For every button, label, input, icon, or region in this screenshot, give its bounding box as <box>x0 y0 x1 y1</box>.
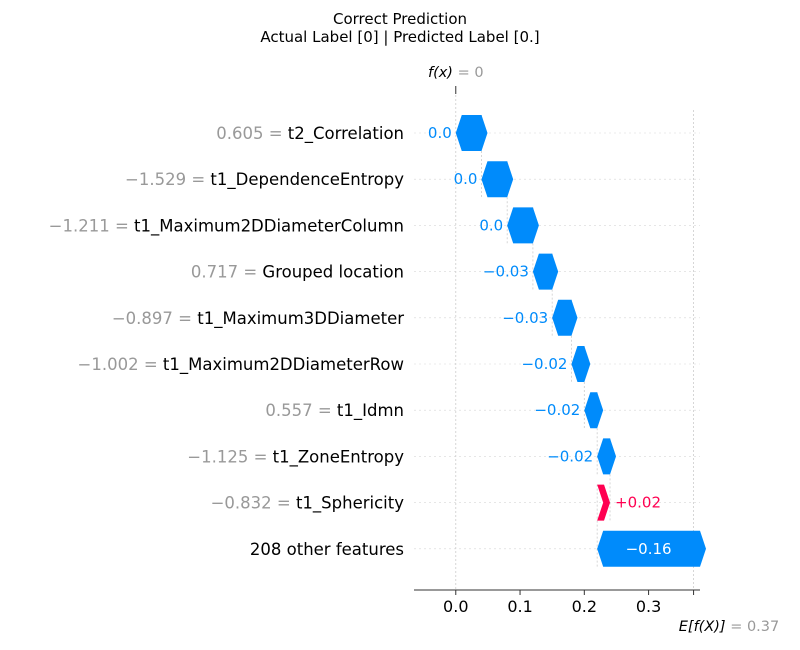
feature-label: 0.557 = t1_Idmn <box>265 401 404 421</box>
bar-t1-maximum2ddiametercolumn <box>507 207 539 244</box>
fx-value: = 0 <box>458 65 484 81</box>
bar-t1-maximum2ddiameterrow <box>571 346 591 382</box>
feature-value: 0.605 = <box>216 124 288 143</box>
feature-label: −0.897 = t1_Maximum3DDiameter <box>112 309 404 329</box>
base-value: = 0.37 <box>730 619 779 635</box>
bar-value-label: −0.02 <box>547 447 593 465</box>
feature-name: t1_Idmn <box>337 401 404 421</box>
feature-name: Grouped location <box>262 263 404 282</box>
bar-t1-sphericity <box>597 484 611 521</box>
bar-value-label: −0.03 <box>502 309 548 327</box>
bar-value-label: −0.03 <box>483 263 529 281</box>
bar-value-label: 0.0 <box>454 170 478 188</box>
feature-value: −1.211 = <box>49 216 134 235</box>
feature-label: −1.211 = t1_Maximum2DDiameterColumn <box>49 216 404 236</box>
bar-value-label: −0.02 <box>521 355 567 373</box>
feature-name: t1_DependenceEntropy <box>210 170 404 190</box>
feature-label: 0.717 = Grouped location <box>191 263 404 282</box>
bar-value-label: −0.16 <box>626 540 672 558</box>
bar-t1-idmn <box>584 392 604 429</box>
feature-label: −1.529 = t1_DependenceEntropy <box>125 170 404 190</box>
feature-value: −1.529 = <box>125 170 210 189</box>
fx-annotation: f(x) = 0 <box>428 65 484 81</box>
feature-name: 208 other features <box>250 540 404 559</box>
feature-value: −0.832 = <box>211 494 296 513</box>
x-tick-label: 0.0 <box>443 597 468 616</box>
feature-name: t2_Correlation <box>288 124 404 144</box>
chart-subtitle: Actual Label [0] | Predicted Label [0.] <box>260 28 540 46</box>
feature-label: −1.125 = t1_ZoneEntropy <box>187 447 404 467</box>
feature-name: t1_Sphericity <box>296 494 404 514</box>
bar-value-label: +0.02 <box>615 494 661 512</box>
feature-value: −1.002 = <box>78 355 163 374</box>
feature-label: 208 other features <box>250 540 404 559</box>
bar-grouped-location <box>532 253 559 290</box>
bar-value-label: 0.0 <box>428 124 452 142</box>
chart-title: Correct Prediction <box>332 10 468 28</box>
base-symbol: E[f(X)] <box>679 619 730 635</box>
feature-value: −1.125 = <box>187 447 272 466</box>
bar-t2-correlation <box>455 115 488 151</box>
feature-label: −0.832 = t1_Sphericity <box>211 494 405 514</box>
base-value-annotation: E[f(X)] = 0.37 <box>679 619 779 635</box>
bar-value-label: −0.02 <box>534 401 580 419</box>
bar-t1-zoneentropy <box>597 438 617 475</box>
bar-208-other-features <box>597 530 706 567</box>
x-tick-label: 0.2 <box>572 597 597 616</box>
feature-value: 0.557 = <box>265 401 337 420</box>
feature-name: t1_Maximum2DDiameterColumn <box>134 216 404 236</box>
feature-name: t1_ZoneEntropy <box>273 447 405 467</box>
feature-label: 0.605 = t2_Correlation <box>216 124 404 144</box>
feature-name: t1_Maximum3DDiameter <box>197 309 404 329</box>
bar-value-label: 0.0 <box>479 216 503 234</box>
x-tick-label: 0.1 <box>507 597 532 616</box>
feature-value: −0.897 = <box>112 309 197 328</box>
x-tick-label: 0.3 <box>636 597 661 616</box>
feature-value: 0.717 = <box>191 263 263 282</box>
bar-t1-dependenceentropy <box>481 161 514 198</box>
fx-symbol: f(x) <box>428 65 458 81</box>
feature-name: t1_Maximum2DDiameterRow <box>163 355 404 375</box>
feature-label: −1.002 = t1_Maximum2DDiameterRow <box>78 355 404 375</box>
bar-t1-maximum3ddiameter <box>552 299 578 336</box>
